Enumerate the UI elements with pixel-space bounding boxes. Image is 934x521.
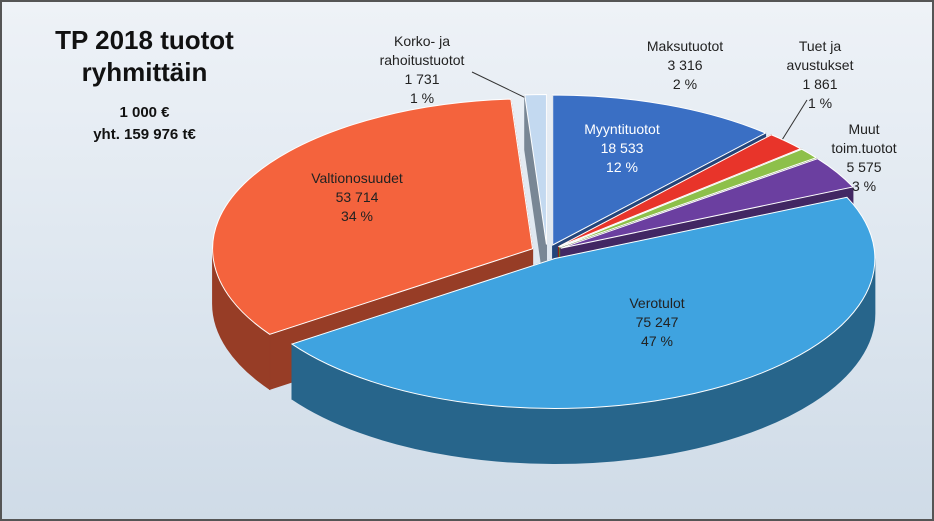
value-label: 75 247 bbox=[635, 314, 679, 330]
slice-label: Valtionosuudet 53 714 34 % bbox=[311, 169, 403, 226]
slice bbox=[212, 98, 534, 335]
category-label: Myyntituotot bbox=[584, 121, 660, 137]
slice bbox=[559, 148, 818, 248]
slice-label: Maksutuotot 3 316 2 % bbox=[647, 37, 723, 94]
slice bbox=[552, 94, 767, 246]
percent-label: 1 % bbox=[807, 95, 833, 111]
category-label: Verotulot bbox=[629, 295, 685, 311]
value-label: 3 316 bbox=[667, 57, 703, 73]
slice bbox=[558, 134, 802, 248]
category-label: Muut toim.tuotot bbox=[831, 121, 897, 156]
slice-label: Tuet ja avustukset 1 861 1 % bbox=[764, 37, 876, 113]
slice-label: Verotulot 75 247 47 % bbox=[629, 294, 684, 351]
category-label: Tuet ja avustukset bbox=[786, 38, 854, 73]
slice-label: Muut toim.tuotot 5 575 3 % bbox=[830, 120, 898, 196]
percent-label: 12 % bbox=[606, 159, 638, 175]
leader-line bbox=[781, 99, 808, 141]
percent-label: 47 % bbox=[641, 333, 673, 349]
category-label: Valtionosuudet bbox=[311, 170, 403, 186]
category-label: Korko- ja rahoitustuotot bbox=[379, 33, 465, 68]
percent-label: 34 % bbox=[341, 208, 373, 224]
value-label: 53 714 bbox=[335, 189, 379, 205]
subtitle: 1 000 € bbox=[119, 104, 170, 121]
slice bbox=[524, 94, 547, 245]
category-label: Maksutuotot bbox=[646, 38, 724, 54]
chart-title: TP 2018 tuotot ryhmittäin bbox=[55, 25, 234, 87]
percent-label: 1 % bbox=[409, 90, 435, 106]
slice-label: Myyntituotot 18 533 12 % bbox=[584, 120, 659, 177]
slice bbox=[560, 158, 854, 249]
value-label: 1 861 bbox=[802, 76, 838, 92]
leader-line bbox=[471, 71, 531, 101]
slice bbox=[290, 196, 876, 410]
value-label: 18 533 bbox=[600, 140, 644, 156]
percent-label: 2 % bbox=[672, 76, 698, 92]
percent-label: 3 % bbox=[851, 178, 877, 194]
value-label: 5 575 bbox=[846, 159, 882, 175]
value-label: 1 731 bbox=[404, 71, 440, 87]
total-label: yht. 159 976 t€ bbox=[93, 126, 196, 143]
slice-label: Korko- ja rahoitustuotot 1 731 1 % bbox=[362, 32, 482, 108]
